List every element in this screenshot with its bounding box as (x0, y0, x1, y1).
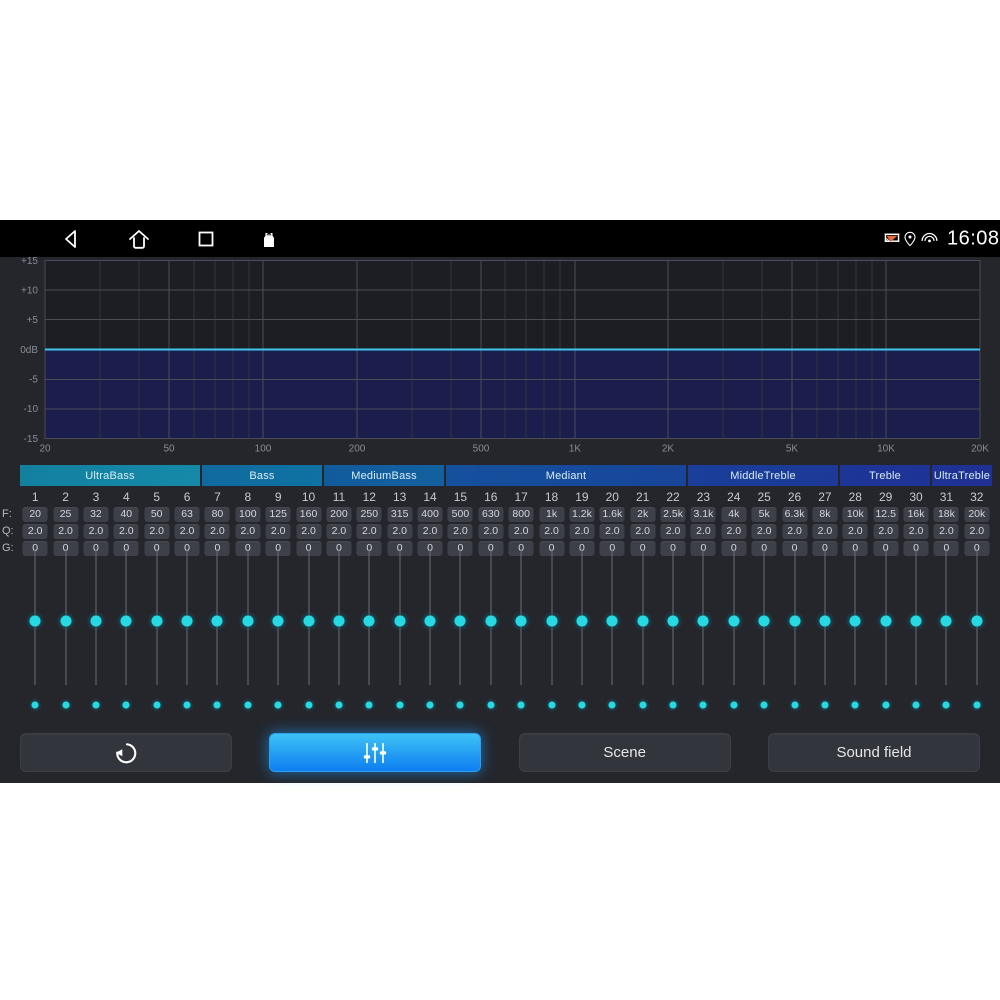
svg-text:0dB: 0dB (20, 345, 38, 356)
svg-text:-5: -5 (29, 375, 38, 386)
svg-text:100: 100 (255, 444, 272, 455)
svg-text:+5: +5 (27, 315, 39, 326)
svg-text:200: 200 (349, 444, 366, 455)
svg-text:+10: +10 (21, 286, 38, 297)
svg-text:5K: 5K (786, 444, 799, 455)
svg-text:1K: 1K (569, 444, 582, 455)
svg-text:10K: 10K (877, 444, 895, 455)
svg-text:+15: +15 (21, 256, 38, 267)
svg-text:2K: 2K (662, 444, 675, 455)
svg-text:20K: 20K (971, 444, 989, 455)
svg-text:20: 20 (39, 444, 51, 455)
svg-text:-10: -10 (24, 404, 39, 415)
svg-text:500: 500 (473, 444, 490, 455)
svg-text:-15: -15 (24, 434, 39, 445)
svg-text:50: 50 (163, 444, 175, 455)
